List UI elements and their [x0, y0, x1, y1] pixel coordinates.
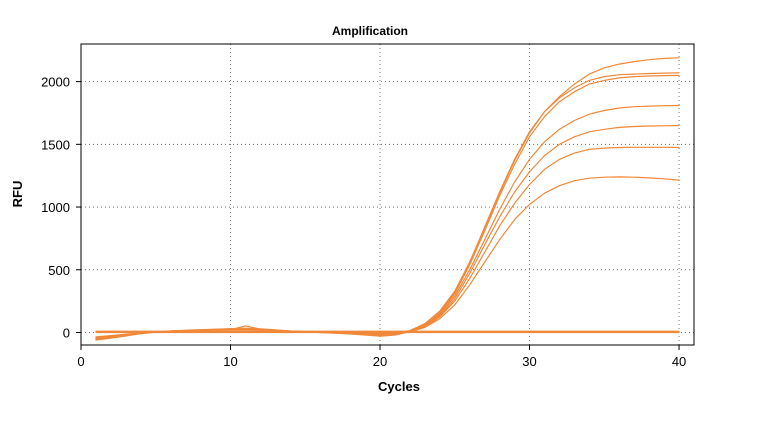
series-group — [95, 57, 680, 341]
series-line-trace-6 — [95, 146, 680, 339]
x-tick-label: 30 — [522, 354, 536, 369]
x-tick-label: 0 — [77, 354, 84, 369]
x-tick-label: 20 — [373, 354, 387, 369]
y-tick-label: 1500 — [41, 137, 70, 152]
y-tick-label: 2000 — [41, 75, 70, 90]
series-line-trace-1 — [95, 57, 680, 340]
series-line-trace-3 — [95, 74, 680, 339]
y-axis-label: RFU — [10, 181, 25, 208]
axes: 0 10 20 30 40 0 500 1000 1500 2000 — [41, 75, 686, 369]
grid — [81, 44, 694, 345]
series-line-trace-5 — [95, 124, 680, 341]
series-line-trace-2 — [95, 72, 680, 341]
y-tick-label: 0 — [63, 325, 70, 340]
series-line-trace-7 — [95, 176, 680, 338]
x-tick-label: 40 — [672, 354, 686, 369]
y-tick-label: 500 — [48, 263, 70, 278]
x-axis-label: Cycles — [378, 379, 420, 394]
plot-frame — [80, 43, 695, 346]
chart-title: Amplification — [332, 24, 408, 38]
x-tick-label: 10 — [223, 354, 237, 369]
y-tick-label: 1000 — [41, 200, 70, 215]
series-line-trace-4 — [95, 104, 680, 340]
